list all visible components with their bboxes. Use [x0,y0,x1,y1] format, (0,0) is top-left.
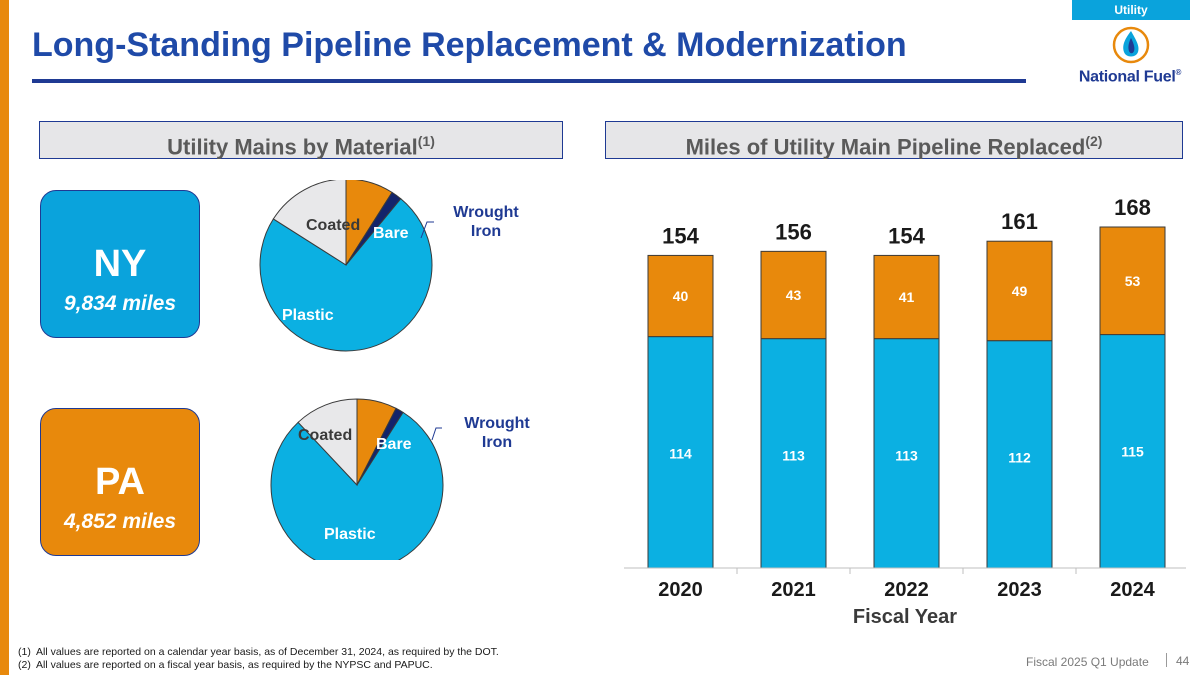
x-tick-2021: 2021 [771,579,816,601]
x-tick-2020: 2020 [658,579,703,601]
pa-slice-coated [297,398,358,487]
pa-coated-label: Coated [298,427,352,444]
pa-wrought-label-1: Wrought [464,415,530,432]
bar-label-lower-2023: 112 [1008,450,1031,466]
left-section-header: Utility Mains by Material(1) [39,121,563,159]
pa-bare-label: Bare [376,436,412,453]
pa-wrought-leader-line [431,427,442,441]
section-tag: Utility [1072,0,1190,20]
pa-wrought-label-2: Iron [482,434,512,451]
bar-other-2022 [873,254,940,340]
national-fuel-flame-icon [1112,26,1150,64]
pipeline-replaced-bar-chart: 114 40 154 113 43 156 113 41 154 112 49 161 115 53 168… [624,195,1186,628]
footnote-1: (1) All values are reported on a calendar… [18,646,499,658]
ny-slice-coated [272,180,347,266]
bar-total-2023: 161 [1001,209,1038,234]
bar-total-2022: 154 [888,223,925,248]
x-tick-2022: 2022 [884,579,929,601]
left-accent-stripe [0,0,9,675]
bar-label-lower-2022: 113 [895,448,918,464]
bar-plastic-2022 [873,338,940,569]
bar-other-2021 [760,250,827,340]
bar-other-2023 [986,240,1053,342]
ny-bare-label: Bare [373,225,409,242]
footnotes: (1) All values are reported on a calendar… [18,646,499,672]
x-axis-title: Fiscal Year [853,606,957,628]
right-section-header: Miles of Utility Main Pipeline Replaced(… [605,121,1183,159]
ny-wrought-leader-line [420,221,434,239]
bar-total-2024: 168 [1114,195,1151,220]
footer-separator [1166,653,1167,667]
pa-label: PA [95,461,145,503]
pa-miles: 4,852 miles [63,510,177,533]
page-title: Long-Standing Pipeline Replacement & Mod… [32,26,907,64]
ny-slice-plastic [259,198,433,352]
bar-plastic-2024 [1099,334,1166,569]
x-tick-2024: 2024 [1110,579,1155,601]
pa-plastic-label: Plastic [324,526,376,543]
footnote-2: (2) All values are reported on a fiscal y… [18,659,433,671]
bar-label-upper-2024: 53 [1125,273,1141,289]
logo-wordmark: National Fuel® [1078,68,1182,86]
ny-wrought-label-1: Wrought [453,204,519,221]
bar-label-upper-2023: 49 [1012,283,1028,299]
pa-pie-chart: Coated Bare Plastic Wrought Iron [270,398,530,560]
bar-label-lower-2024: 115 [1121,444,1144,460]
bar-label-upper-2022: 41 [899,289,915,305]
ny-plastic-label: Plastic [282,307,334,324]
ny-miles: 9,834 miles [63,292,177,315]
title-underline [32,79,1026,83]
bar-plastic-2023 [986,340,1053,569]
ny-wrought-label-2: Iron [471,223,501,240]
bar-other-2020 [647,254,714,338]
bar-label-lower-2021: 113 [782,448,805,464]
ny-pie-chart: Coated Bare Plastic Wrought Iron [259,180,519,352]
ny-label: NY [93,243,147,285]
bar-total-2021: 156 [775,219,812,244]
bar-plastic-2021 [760,338,827,569]
pa-summary-box: PA 4,852 miles [40,408,200,556]
x-tick-2023: 2023 [997,579,1042,601]
footer-label: Fiscal 2025 Q1 Update [1026,655,1149,669]
bar-total-2020: 154 [662,223,699,248]
bar-label-lower-2020: 114 [669,446,692,462]
bar-label-upper-2021: 43 [786,287,802,303]
ny-coated-label: Coated [306,217,360,234]
page-number: 44 [1176,654,1190,668]
bar-label-upper-2020: 40 [673,288,689,304]
pa-slice-plastic [270,411,444,560]
ny-summary-box: NY 9,834 miles [40,190,200,338]
bar-other-2024 [1099,226,1166,336]
